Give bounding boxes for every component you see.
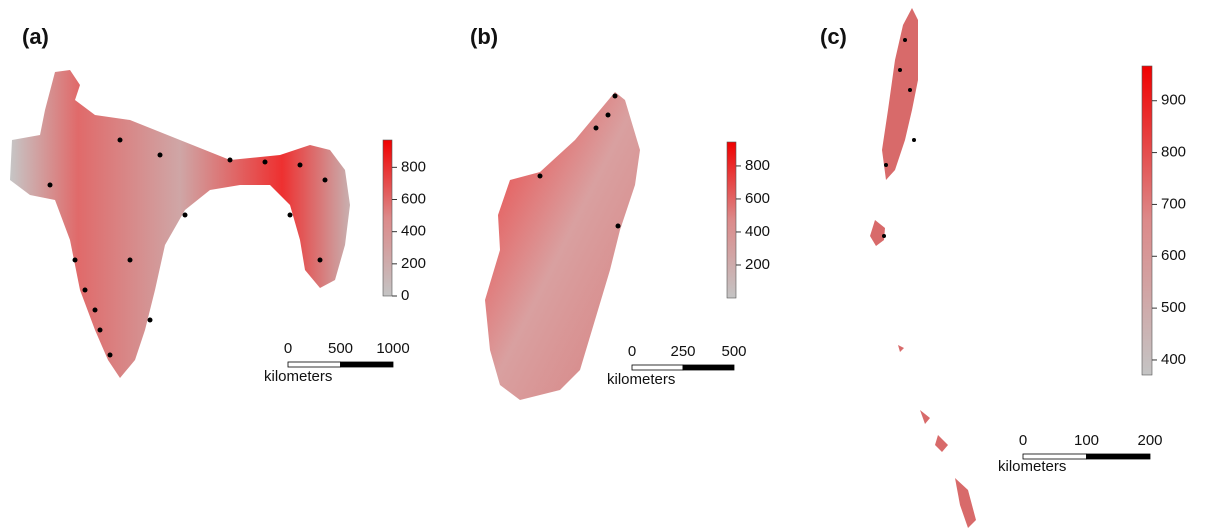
panel-label: (c)	[820, 24, 847, 49]
map-islands	[870, 8, 976, 528]
colorbar	[726, 141, 737, 299]
scale-unit: kilometers	[264, 368, 332, 385]
panel-label: (a)	[22, 24, 49, 49]
colorbar-tick-label: 200	[745, 256, 770, 273]
colorbar-tick-label: 800	[401, 158, 426, 175]
scale-unit: kilometers	[998, 458, 1066, 475]
colorbar-tick-label: 600	[401, 190, 426, 207]
colorbar-tick-label: 500	[1161, 299, 1186, 316]
colorbar-tick-label: 900	[1161, 92, 1186, 109]
scale-tick-label: 0	[628, 343, 636, 360]
scale-segment	[1086, 453, 1151, 460]
colorbar-tick-label: 400	[1161, 351, 1186, 368]
colorbar-tick-label: 400	[745, 223, 770, 240]
colorbar-tick-label: 600	[1161, 247, 1186, 264]
colorbar-tick-label: 800	[745, 157, 770, 174]
scale-tick-label: 500	[721, 343, 746, 360]
panel-label: (b)	[470, 24, 498, 49]
scale-tick-label: 500	[328, 340, 353, 357]
colorbar-tick-label: 200	[401, 255, 426, 272]
colorbar-tick-label: 400	[401, 223, 426, 240]
scale-tick-label: 0	[1019, 432, 1027, 449]
scale-tick-label: 200	[1137, 432, 1162, 449]
colorbar	[382, 139, 393, 297]
scale-tick-label: 100	[1074, 432, 1099, 449]
scale-segment	[631, 364, 684, 371]
scale-segment	[287, 361, 341, 368]
scale-unit: kilometers	[607, 371, 675, 388]
colorbar-tick-label: 600	[745, 190, 770, 207]
colorbar-tick-label: 700	[1161, 195, 1186, 212]
scale-tick-label: 1000	[376, 340, 409, 357]
colorbar-tick-label: 0	[401, 287, 409, 304]
scale-segment	[682, 364, 735, 371]
scale-segment	[340, 361, 394, 368]
scale-tick-label: 250	[670, 343, 695, 360]
colorbar-tick-label: 800	[1161, 144, 1186, 161]
map-india	[10, 70, 350, 378]
scale-tick-label: 0	[284, 340, 292, 357]
colorbar	[1141, 65, 1153, 376]
map-madagascar	[485, 92, 640, 400]
